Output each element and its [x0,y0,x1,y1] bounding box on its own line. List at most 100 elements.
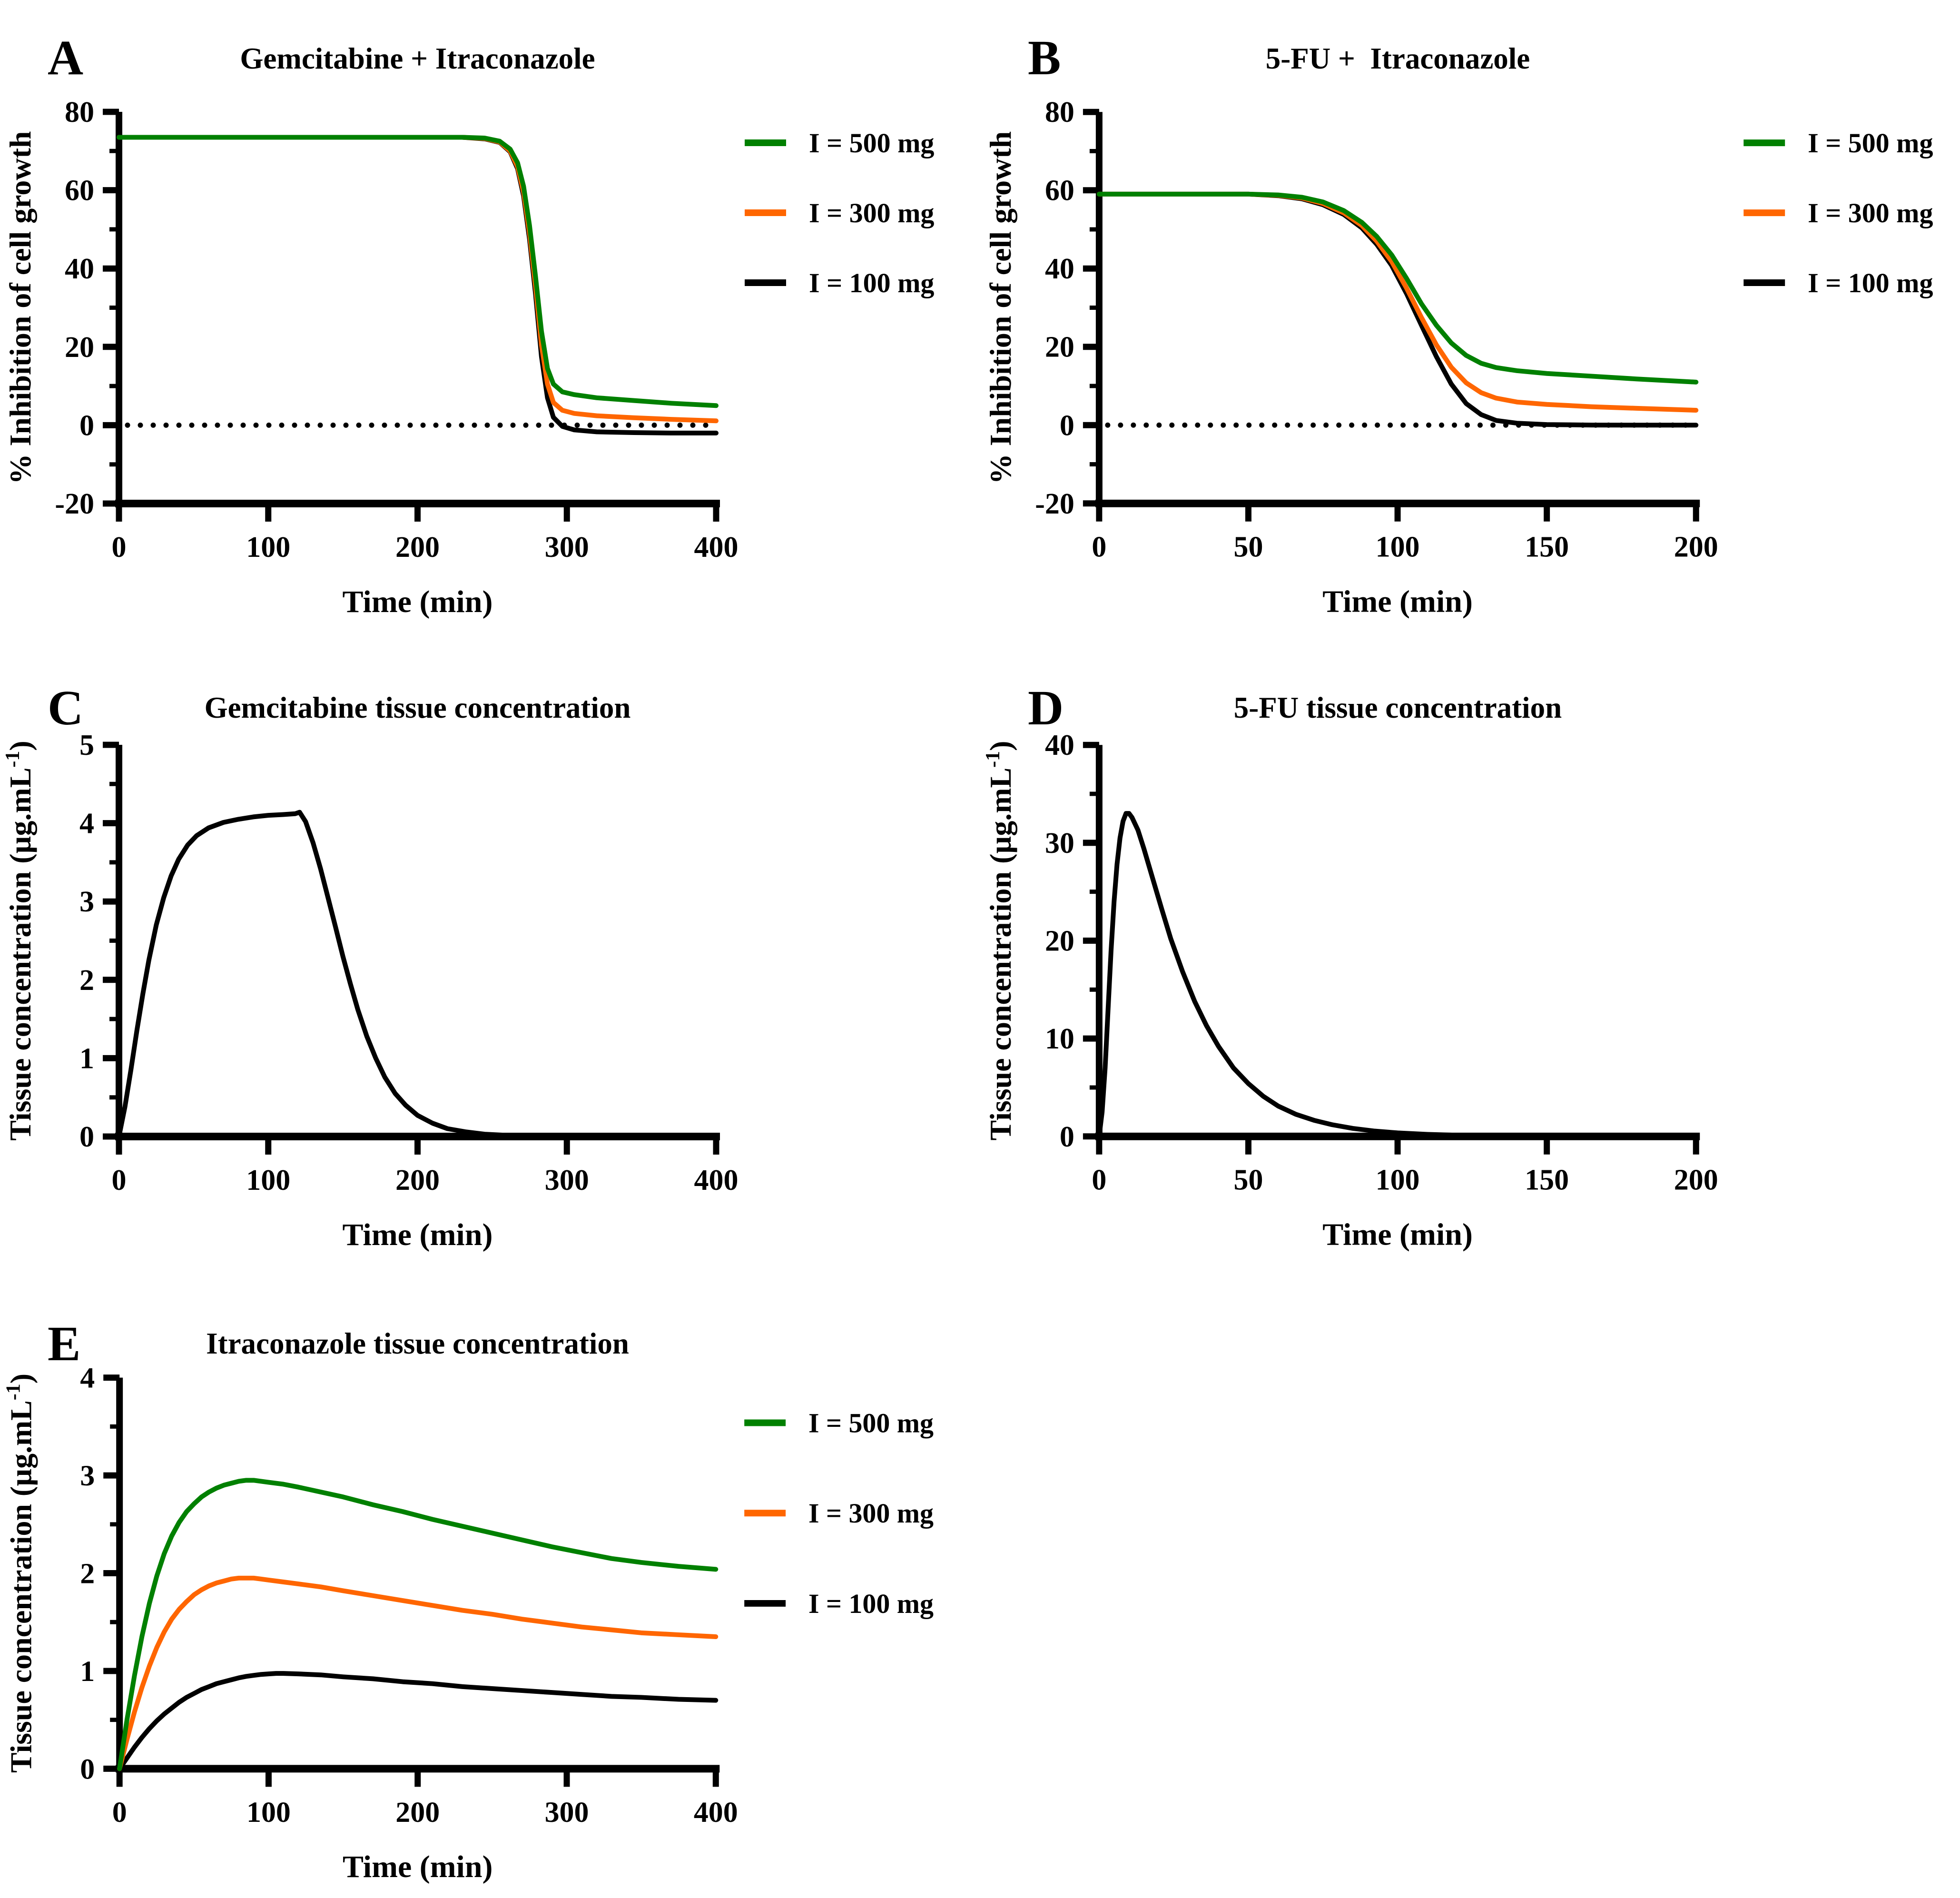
x-tick-label: 300 [545,1796,589,1829]
zero-dotted-line [125,422,130,428]
y-tick-label: 1 [79,1042,94,1075]
y-tick-label: 2 [79,964,94,997]
legend-label: I = 300 mg [1808,198,1933,228]
zero-dotted-line [1195,422,1201,428]
y-tick-label: 80 [65,96,94,129]
zero-dotted-line [420,422,426,428]
x-tick-label: 150 [1525,531,1569,563]
zero-dotted-line [1336,422,1342,428]
chart-canvas-b: -20 0 20 40 60 80 0 50 100 150 200 Time (min) % Inhi… [984,96,1933,619]
series-line-i-300-mg [117,135,719,424]
y-tick-label: 60 [65,175,94,207]
panel-title: 5-FU tissue concentration [1233,691,1562,724]
legend-label: I = 300 mg [808,1498,934,1529]
series-line-i-100-mg [117,135,719,435]
zero-dotted-line [1465,422,1470,428]
x-axis-label: Time (min) [343,1217,493,1252]
zero-dotted-line [651,422,657,428]
zero-dotted-line [613,422,619,428]
legend-label: I = 100 mg [809,267,934,298]
zero-dotted-line [1233,422,1239,428]
series-line-i-100-mg [117,1671,719,1771]
zero-dotted-line [1388,422,1393,428]
zero-dotted-line [1349,422,1355,428]
zero-dotted-line [497,422,503,428]
x-axis-label: Time (min) [343,1849,492,1884]
y-axis-label: Tissue concentration (µg.mL-1) [982,741,1017,1141]
x-axis-label: Time (min) [343,584,493,619]
zero-dotted-line [266,422,272,428]
zero-dotted-line [639,422,644,428]
x-tick-label: 400 [694,1164,739,1196]
panel-title: Itraconazole tissue concentration [206,1327,629,1360]
x-tick-label: 100 [1376,1164,1420,1196]
series-line-i-100-mg [1096,191,1699,428]
x-axis-label: Time (min) [1322,1217,1473,1252]
x-tick-label: 200 [395,531,440,563]
zero-dotted-line [189,422,195,428]
zero-dotted-line [1208,422,1213,428]
x-tick-label: 150 [1525,1164,1569,1196]
zero-dotted-line [549,422,554,428]
zero-dotted-line [317,422,323,428]
zero-dotted-line [626,422,631,428]
panel-d: D 5-FU tissue concentration 0 10 20 30 40 0 50… [980,633,1960,1266]
x-tick-label: 200 [395,1796,440,1829]
y-tick-label: 20 [1045,925,1074,957]
zero-dotted-line [163,422,169,428]
zero-dotted-line [433,422,439,428]
zero-dotted-line [138,422,143,428]
zero-dotted-line [305,422,310,428]
x-tick-label: 50 [1233,1164,1263,1196]
y-tick-label: 3 [79,886,94,918]
zero-dotted-line [510,422,516,428]
zero-dotted-line [356,422,362,428]
x-tick-label: 100 [246,1164,290,1196]
panel-title: Gemcitabine tissue concentration [204,691,631,724]
panel-a: A Gemcitabine + Itraconazole -20 0 20 40 60 8… [0,0,980,633]
x-tick-label: 0 [112,1796,127,1829]
y-tick-label: 0 [1060,1121,1074,1153]
zero-dotted-line [150,422,156,428]
zero-dotted-line [407,422,413,428]
zero-dotted-line [1118,422,1123,428]
y-tick-label: 0 [79,409,94,442]
zero-dotted-line [587,422,593,428]
zero-dotted-line [202,422,207,428]
zero-dotted-line [446,422,452,428]
x-tick-label: 400 [694,1796,738,1829]
zero-dotted-line [330,422,336,428]
y-axis-label: Tissue concentration (µg.mL-1) [2,1374,38,1773]
y-tick-label: 1 [80,1655,95,1688]
zero-dotted-line [1285,422,1290,428]
legend-label: I = 500 mg [808,1407,934,1438]
zero-dotted-line [1131,422,1136,428]
y-tick-label: -20 [1035,488,1074,520]
y-tick-label: 0 [80,1753,95,1785]
zero-dotted-line [1156,422,1162,428]
zero-dotted-line [677,422,683,428]
panel-letter: E [48,1316,81,1371]
zero-dotted-line [484,422,490,428]
zero-dotted-line [253,422,259,428]
y-tick-label: 20 [65,331,94,364]
panel-letter: B [1028,30,1061,85]
zero-dotted-line [1413,422,1419,428]
legend-label: I = 500 mg [1808,128,1933,158]
zero-dotted-line [1143,422,1149,428]
zero-dotted-line [382,422,387,428]
legend-label: I = 500 mg [809,128,934,158]
y-tick-label: 80 [1045,96,1074,129]
y-tick-label: 5 [79,729,94,761]
series-line-gemcitabine [117,810,719,1139]
zero-dotted-line [536,422,542,428]
zero-dotted-line [215,422,220,428]
x-tick-label: 100 [246,531,290,563]
zero-dotted-line [1375,422,1380,428]
zero-dotted-line [1439,422,1445,428]
x-tick-label: 100 [246,1796,291,1829]
zero-dotted-line [664,422,670,428]
zero-dotted-line [1310,422,1316,428]
y-tick-label: 40 [1045,729,1074,761]
